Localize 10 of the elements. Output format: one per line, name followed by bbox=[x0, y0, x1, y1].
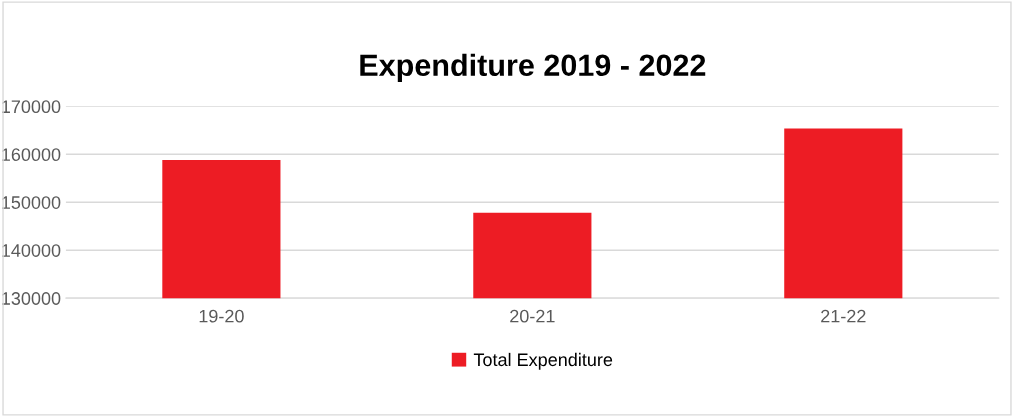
chart-title: Expenditure 2019 - 2022 bbox=[360, 53, 706, 83]
y-tick-label: 170000 bbox=[2, 100, 61, 114]
x-tick-label: 19-20 bbox=[199, 309, 244, 323]
y-tick-label: 150000 bbox=[2, 196, 61, 209]
y-tick-label: 140000 bbox=[2, 244, 61, 257]
y-tick-label: 130000 bbox=[2, 292, 61, 305]
x-tick-label: 21-22 bbox=[821, 309, 866, 323]
legend-label: Total Expenditure bbox=[473, 352, 613, 370]
x-tick-label: 20-21 bbox=[510, 309, 555, 323]
y-tick-label: 160000 bbox=[2, 148, 61, 162]
